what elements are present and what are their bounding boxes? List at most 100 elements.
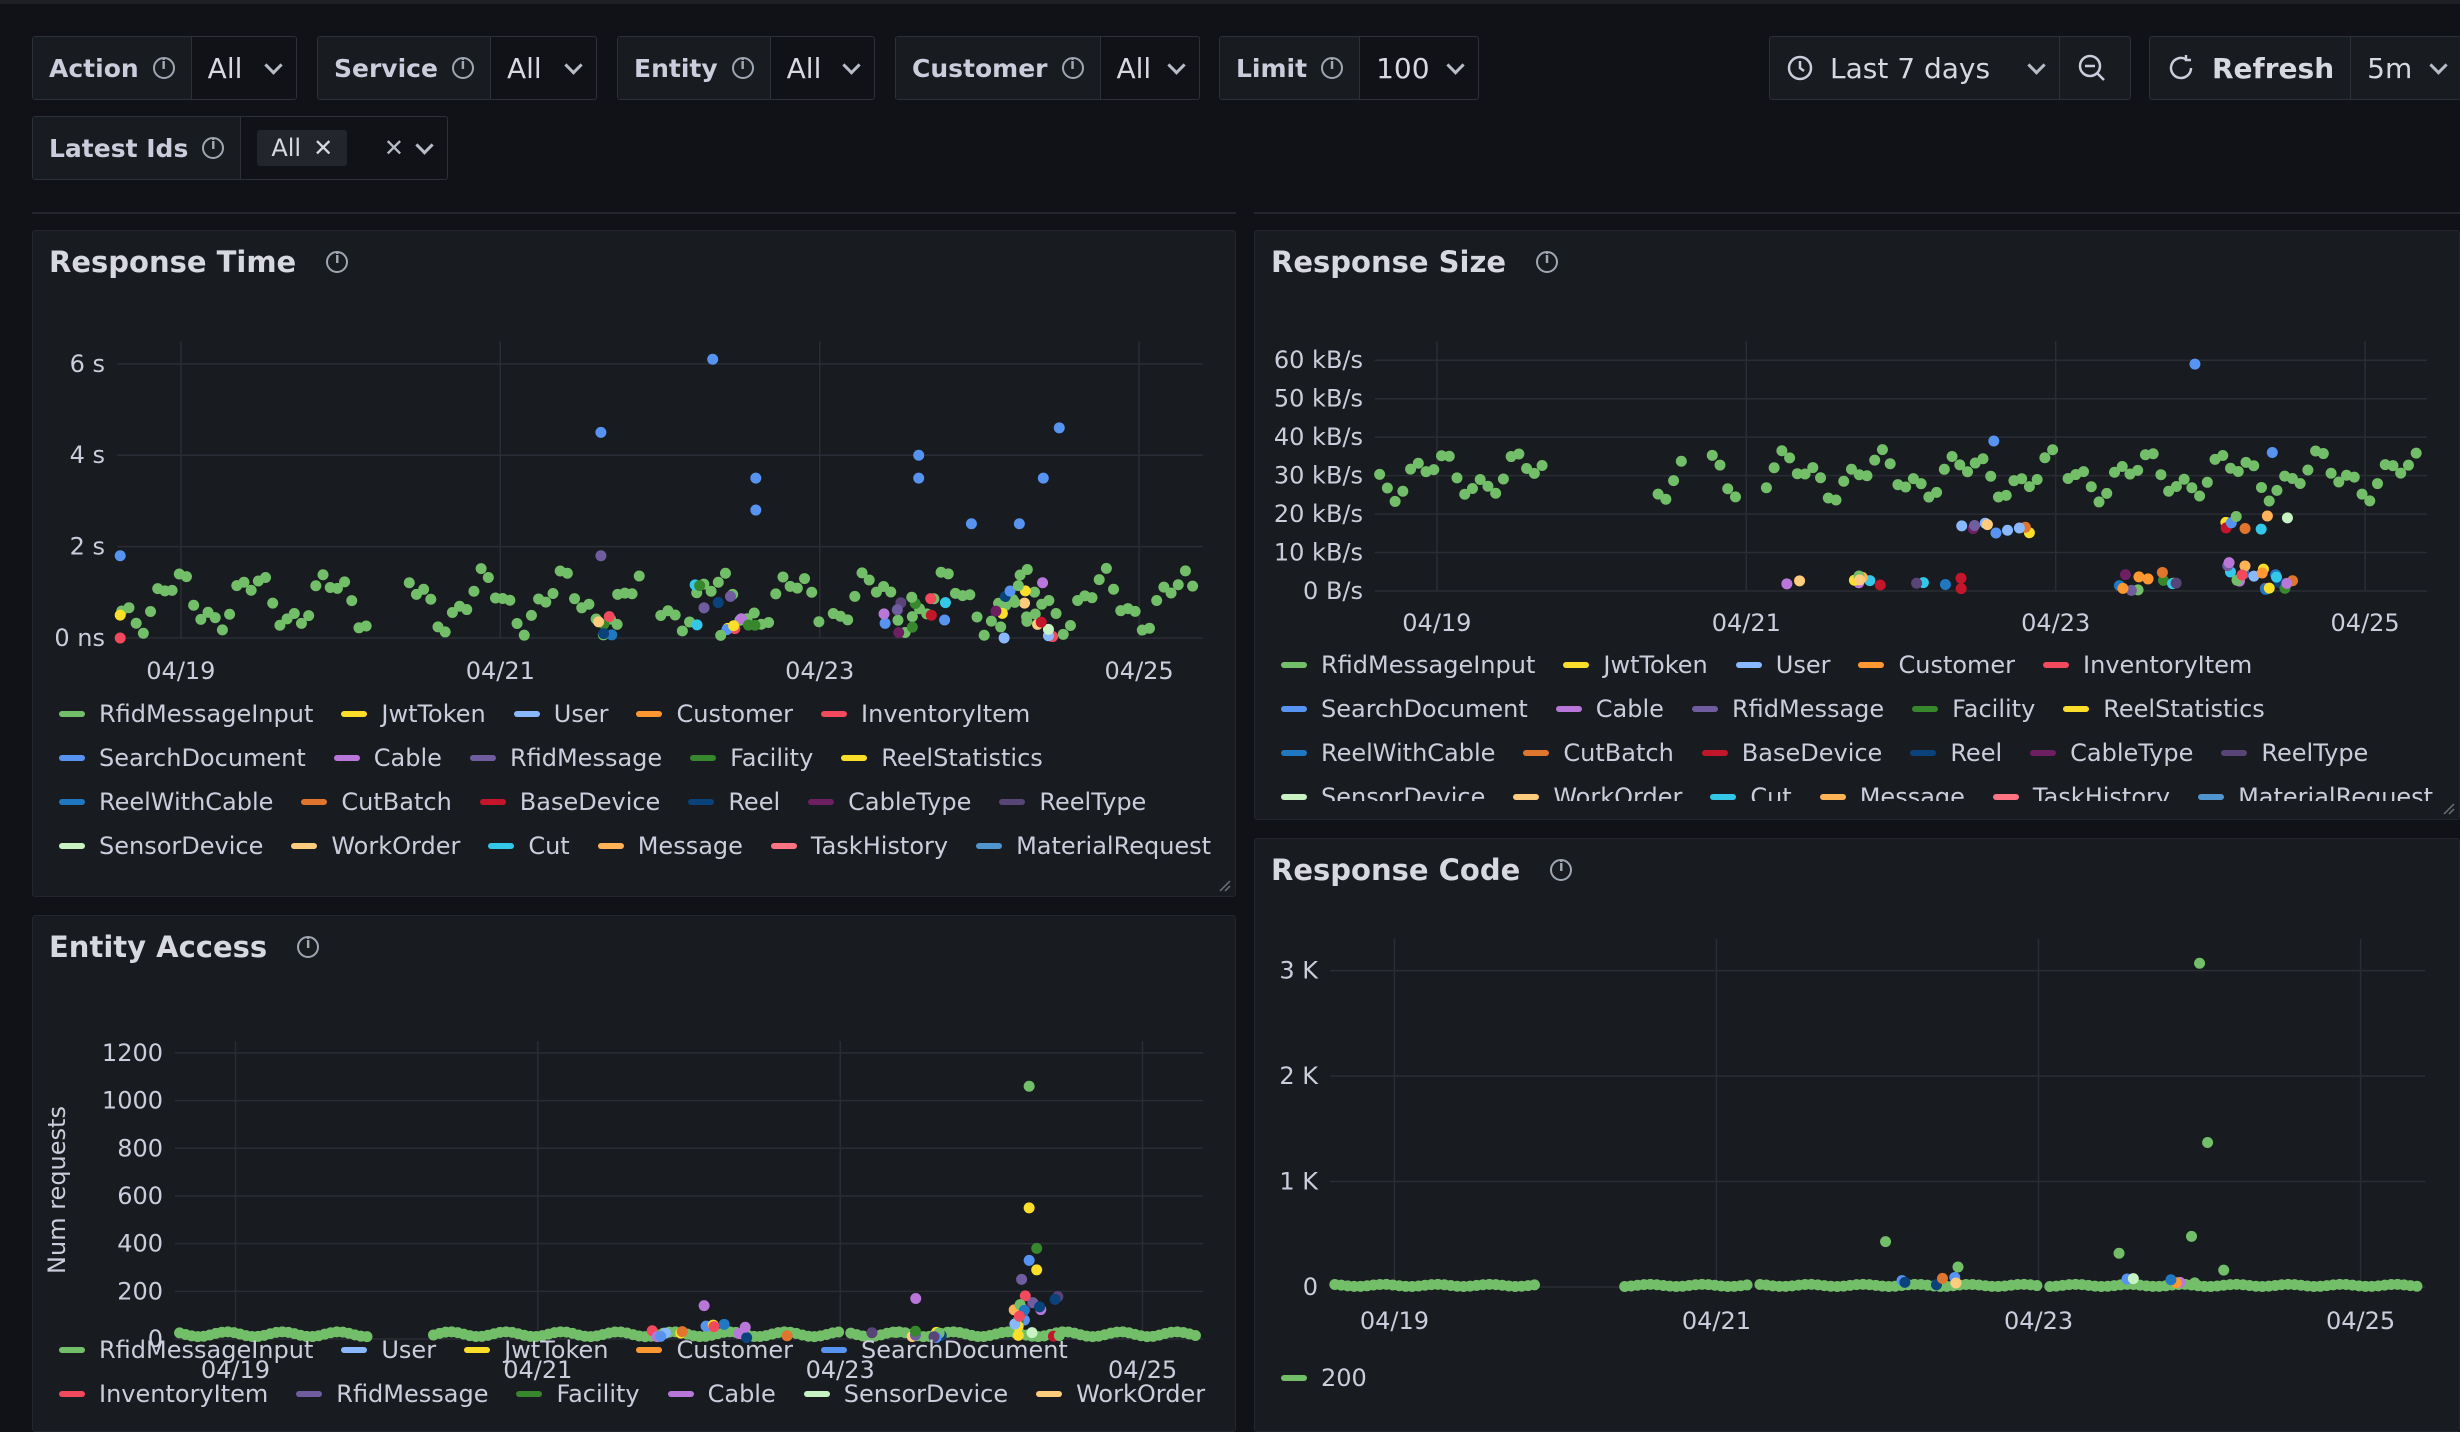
legend-item[interactable]: Cable: [667, 1380, 776, 1408]
legend-item[interactable]: Cable: [1555, 695, 1664, 723]
legend-item[interactable]: CableType: [2030, 739, 2193, 767]
resize-handle-icon[interactable]: [2439, 799, 2455, 815]
legend-item[interactable]: MaterialRequest: [976, 832, 1211, 860]
legend-item[interactable]: RfidMessageInput: [59, 1336, 313, 1364]
variable-entity[interactable]: Entity All: [617, 36, 875, 100]
legend-item[interactable]: ReelType: [2221, 739, 2368, 767]
clear-icon[interactable]: ✕: [383, 134, 404, 162]
legend-item[interactable]: User: [1735, 651, 1830, 679]
legend-item[interactable]: WorkOrder: [1513, 783, 1682, 801]
response-size-chart[interactable]: 04/19 04/21 04/23 04/25 0 B/s 10 kB/s 20 kB/s 3…: [1255, 311, 2460, 681]
panel-response-size[interactable]: Response Size 04/19 04/21 04/23 04/25 0 B/s 1…: [1254, 230, 2460, 820]
legend-item[interactable]: TaskHistory: [770, 832, 948, 860]
legend-item[interactable]: BaseDevice: [1701, 739, 1882, 767]
panel-entity-access[interactable]: Entity Access 04/19 04/21 04/23 04/25 0 200 40…: [32, 915, 1236, 1432]
legend-item[interactable]: InventoryItem: [59, 1380, 268, 1408]
refresh-interval-select[interactable]: 5m: [2351, 37, 2460, 99]
chip-remove-icon[interactable]: ✕: [313, 134, 334, 162]
legend-item[interactable]: SearchDocument: [821, 1336, 1068, 1364]
data-point: [2031, 474, 2043, 486]
variable-customer[interactable]: Customer All: [895, 36, 1200, 100]
variable-select[interactable]: All: [192, 37, 296, 99]
zoom-out-icon: [2078, 54, 2105, 81]
variable-select[interactable]: 100: [1360, 37, 1478, 99]
legend-item[interactable]: ReelStatistics: [841, 744, 1043, 772]
legend-item[interactable]: Customer: [636, 700, 793, 728]
response-code-chart[interactable]: 04/19 04/21 04/23 04/25 0 1 K 2 K 3 K: [1255, 909, 2460, 1359]
legend-item[interactable]: User: [341, 1336, 436, 1364]
variable-label: Limit: [1220, 37, 1361, 99]
info-icon[interactable]: [152, 57, 175, 79]
legend-item[interactable]: Cut: [1710, 783, 1792, 801]
refresh-button[interactable]: Refresh: [2150, 37, 2352, 99]
panel-title: Response Code: [1271, 853, 1573, 887]
legend-item[interactable]: SensorDevice: [1281, 783, 1485, 801]
info-icon[interactable]: [326, 251, 349, 273]
legend-item[interactable]: RfidMessageInput: [1281, 651, 1535, 679]
panel-response-code[interactable]: Response Code 04/19 04/21 04/23 04/25 0 1 K 2 …: [1254, 838, 2460, 1432]
info-icon[interactable]: [1536, 251, 1558, 273]
legend-item[interactable]: Message: [1819, 783, 1965, 801]
legend-item[interactable]: 200: [1281, 1364, 1367, 1392]
legend-item[interactable]: JwtToken: [1563, 651, 1708, 679]
variable-select[interactable]: All: [491, 37, 596, 99]
legend-item[interactable]: ReelWithCable: [59, 788, 273, 816]
legend-item[interactable]: JwtToken: [341, 700, 486, 728]
legend-item[interactable]: InventoryItem: [821, 700, 1030, 728]
legend-item[interactable]: Cut: [488, 832, 570, 860]
multi-select[interactable]: All ✕ ✕: [241, 117, 447, 179]
legend-item[interactable]: Customer: [1858, 651, 2015, 679]
legend-item[interactable]: SensorDevice: [59, 832, 263, 860]
info-icon[interactable]: [297, 936, 320, 958]
legend-item[interactable]: Message: [597, 832, 743, 860]
legend-item[interactable]: InventoryItem: [2043, 651, 2252, 679]
variable-latest-ids[interactable]: Latest Ids All✕ ✕: [32, 116, 448, 180]
legend-item[interactable]: BaseDevice: [479, 788, 660, 816]
legend-item[interactable]: SearchDocument: [1281, 695, 1528, 723]
variable-service[interactable]: Service All: [317, 36, 597, 100]
legend-item[interactable]: CableType: [808, 788, 971, 816]
resize-handle-icon[interactable]: [1215, 876, 1231, 892]
variable-select[interactable]: All: [771, 37, 874, 99]
variable-select[interactable]: All: [1101, 37, 1200, 99]
info-icon[interactable]: [1550, 859, 1573, 881]
legend-item[interactable]: RfidMessage: [1691, 695, 1884, 723]
variable-limit[interactable]: Limit 100: [1219, 36, 1479, 100]
legend-item[interactable]: MaterialRequest: [2198, 783, 2433, 801]
legend-item[interactable]: Cable: [333, 744, 442, 772]
legend-item[interactable]: ReelStatistics: [2063, 695, 2265, 723]
panel-response-time[interactable]: Response Time 04/19 04/21 04/23 04/25 0 ns 2 …: [32, 230, 1236, 897]
legend-item[interactable]: Reel: [688, 788, 780, 816]
variable-action[interactable]: Action All: [32, 36, 297, 100]
legend-item[interactable]: JwtToken: [464, 1336, 608, 1364]
info-icon[interactable]: [202, 137, 225, 159]
legend-item[interactable]: ReelType: [999, 788, 1146, 816]
info-icon[interactable]: [451, 57, 474, 79]
legend-item[interactable]: Facility: [516, 1380, 640, 1408]
legend-item[interactable]: Reel: [1910, 739, 2002, 767]
legend-item[interactable]: RfidMessage: [469, 744, 662, 772]
info-icon[interactable]: [1321, 57, 1344, 79]
info-icon[interactable]: [1061, 57, 1084, 79]
legend-item[interactable]: Facility: [1912, 695, 2035, 723]
legend-item[interactable]: SearchDocument: [59, 744, 306, 772]
zoom-out-button[interactable]: [2060, 37, 2124, 99]
legend-item[interactable]: ReelWithCable: [1281, 739, 1495, 767]
legend-item[interactable]: SensorDevice: [803, 1380, 1008, 1408]
legend-item[interactable]: RfidMessageInput: [59, 700, 313, 728]
legend-item[interactable]: CutBatch: [301, 788, 452, 816]
time-picker[interactable]: Last 7 days: [1769, 36, 2131, 100]
legend-item[interactable]: RfidMessage: [296, 1380, 488, 1408]
info-icon[interactable]: [731, 57, 754, 79]
legend-item[interactable]: User: [513, 700, 608, 728]
response-time-chart[interactable]: 04/19 04/21 04/23 04/25 0 ns 2 s 4 s 6 s: [33, 311, 1236, 751]
entity-access-chart[interactable]: 04/19 04/21 04/23 04/25 0 200 400 600 800 1000 120…: [33, 986, 1236, 1386]
legend-item[interactable]: Customer: [636, 1336, 793, 1364]
time-range-button[interactable]: Last 7 days: [1770, 37, 2060, 99]
legend-item[interactable]: WorkOrder: [1036, 1380, 1205, 1408]
legend-item[interactable]: TaskHistory: [1992, 783, 2170, 801]
legend-item[interactable]: WorkOrder: [291, 832, 460, 860]
legend-item[interactable]: Facility: [690, 744, 813, 772]
refresh-picker[interactable]: Refresh 5m: [2149, 36, 2460, 100]
legend-item[interactable]: CutBatch: [1523, 739, 1674, 767]
